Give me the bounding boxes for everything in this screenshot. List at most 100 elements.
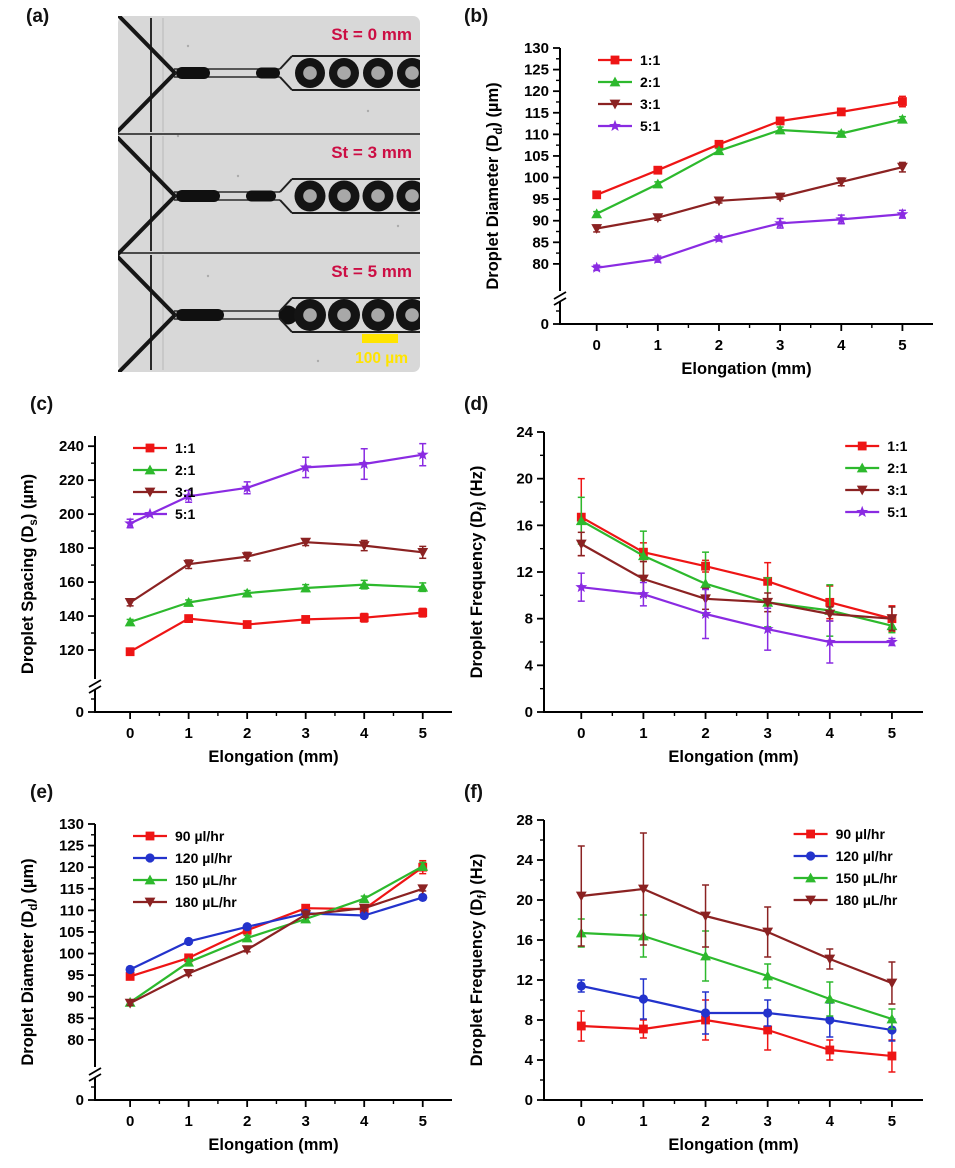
svg-text:3:1: 3:1: [887, 482, 907, 498]
panel-b-label: (b): [464, 6, 489, 27]
series-150 µL/hr: [124, 860, 429, 1007]
chart-droplet-diameter-flow: 80 85 90 95 100 105 110 115 120 125 130 0 0 1 2 3 4 5 Elon…: [0, 780, 480, 1164]
svg-text:220: 220: [59, 472, 84, 489]
svg-text:90 µl/hr: 90 µl/hr: [175, 828, 225, 844]
svg-text:90 µl/hr: 90 µl/hr: [836, 826, 886, 842]
svg-text:0: 0: [76, 1092, 84, 1109]
series-1:1: [125, 607, 428, 657]
svg-text:100: 100: [524, 170, 549, 187]
stretch-caption-2: St = 5 mm: [331, 262, 412, 281]
series-180 µL/hr: [124, 884, 429, 1009]
series-5:1: [590, 208, 909, 273]
svg-text:95: 95: [67, 967, 84, 984]
svg-text:1:1: 1:1: [887, 438, 907, 454]
svg-text:80: 80: [67, 1032, 84, 1049]
series-3:1: [575, 531, 898, 632]
panel-c-label: (c): [30, 394, 54, 415]
svg-text:4: 4: [525, 1052, 534, 1069]
svg-text:90: 90: [532, 213, 549, 230]
svg-text:8: 8: [525, 1012, 533, 1029]
svg-text:20: 20: [516, 892, 533, 909]
chart-droplet-spacing-ratio: 120 140 160 180 200 220 240 0 0 1 2 3 4 5 Elongation (…: [0, 392, 480, 776]
svg-text:180 µL/hr: 180 µL/hr: [175, 894, 237, 910]
chart-droplet-frequency-ratio: 0 4 8 12 16 20 24 0 1 2 3 4 5 Elongation (mm) Droplet …: [460, 392, 955, 776]
legend-c: 1:1 2:1 3:1 5:1: [133, 440, 195, 522]
series-3:1: [591, 161, 908, 234]
svg-text:8: 8: [525, 611, 533, 628]
axes-c: 120 140 160 180 200 220 240 0 0 1 2 3 4 5 Elongation (…: [19, 436, 452, 766]
svg-text:5: 5: [419, 725, 427, 742]
legend-d: 1:1 2:1 3:1 5:1: [845, 438, 908, 520]
svg-text:0: 0: [525, 704, 533, 721]
svg-text:Elongation (mm): Elongation (mm): [681, 360, 811, 378]
svg-text:2:1: 2:1: [640, 74, 660, 90]
svg-text:5: 5: [888, 725, 896, 742]
svg-text:180: 180: [59, 540, 84, 557]
svg-text:5: 5: [888, 1113, 896, 1130]
svg-text:150 µL/hr: 150 µL/hr: [175, 872, 237, 888]
svg-text:95: 95: [532, 191, 549, 208]
legend-e: 90 µl/hr 120 µl/hr 150 µL/hr 180 µL/hr: [133, 828, 237, 910]
svg-text:20: 20: [516, 471, 533, 488]
svg-text:1: 1: [184, 725, 192, 742]
svg-text:160: 160: [59, 574, 84, 591]
svg-text:3: 3: [302, 725, 310, 742]
svg-text:85: 85: [532, 234, 549, 251]
svg-text:2: 2: [701, 725, 709, 742]
series-2:1: [124, 579, 429, 627]
panel-e-label: (e): [30, 782, 54, 803]
svg-text:1: 1: [184, 1113, 192, 1130]
svg-text:24: 24: [516, 852, 533, 869]
svg-text:110: 110: [60, 902, 84, 919]
svg-text:1: 1: [639, 725, 647, 742]
svg-text:16: 16: [516, 932, 533, 949]
svg-text:0: 0: [525, 1092, 533, 1109]
svg-text:85: 85: [67, 1010, 84, 1027]
svg-text:Elongation (mm): Elongation (mm): [668, 748, 798, 766]
svg-text:130: 130: [524, 40, 549, 57]
axes-e: 80 85 90 95 100 105 110 115 120 125 130 0 0 1 2 3 4 5 Elon…: [19, 816, 452, 1154]
panel-a-label: (a): [26, 6, 50, 27]
svg-text:80: 80: [532, 256, 549, 273]
svg-text:140: 140: [59, 608, 84, 625]
svg-text:3: 3: [764, 725, 772, 742]
series-120 µl/hr: [125, 892, 428, 975]
series-150 µL/hr: [575, 914, 898, 1030]
micrograph-frame-0: St = 0 mm: [116, 13, 427, 135]
svg-text:4: 4: [360, 725, 369, 742]
svg-text:24: 24: [516, 424, 533, 441]
micrograph-svg: St = 0 mm St = 3 mm St = 5 mm 100 µm: [116, 13, 428, 375]
panel-f-label: (f): [464, 782, 483, 803]
svg-text:115: 115: [60, 881, 84, 898]
series-2:1: [591, 113, 908, 219]
scale-bar: 100 µm: [355, 334, 408, 367]
chart-svg-c: 120 140 160 180 200 220 240 0 0 1 2 3 4 5 Elongation (…: [19, 436, 452, 766]
series-90 µl/hr: [576, 999, 897, 1073]
axes-b: 80 85 90 95 100 105 110 115 120 125 130 0 0 1 2 3 4 5 Elon…: [484, 40, 933, 378]
series-180 µL/hr: [575, 832, 898, 1005]
chart-svg-b: 80 85 90 95 100 105 110 115 120 125 130 0 0 1 2 3 4 5 Elon…: [484, 40, 933, 378]
series-5:1: [124, 442, 429, 529]
svg-text:3:1: 3:1: [640, 96, 660, 112]
svg-text:0: 0: [593, 337, 601, 354]
svg-text:Droplet Spacing (Ds) (µm): Droplet Spacing (Ds) (µm): [19, 474, 40, 674]
svg-text:5:1: 5:1: [887, 504, 907, 520]
series-3:1: [124, 537, 429, 608]
svg-text:0: 0: [76, 704, 84, 721]
micrograph-frame-2: St = 5 mm: [116, 255, 428, 375]
svg-text:Droplet Diameter (Dd) (µm): Droplet Diameter (Dd) (µm): [484, 82, 505, 289]
svg-text:12: 12: [516, 564, 533, 581]
svg-text:120: 120: [59, 859, 84, 876]
svg-text:1:1: 1:1: [175, 440, 195, 456]
legend-f: 90 µl/hr 120 µl/hr 150 µL/hr 180 µL/hr: [793, 826, 898, 908]
svg-text:5: 5: [419, 1113, 427, 1130]
svg-text:0: 0: [126, 725, 134, 742]
svg-text:4: 4: [837, 337, 846, 354]
svg-text:Elongation (mm): Elongation (mm): [208, 1136, 338, 1154]
scale-bar-label: 100 µm: [355, 350, 408, 367]
svg-text:5:1: 5:1: [640, 118, 660, 134]
svg-text:3:1: 3:1: [175, 484, 195, 500]
svg-text:120: 120: [524, 83, 549, 100]
